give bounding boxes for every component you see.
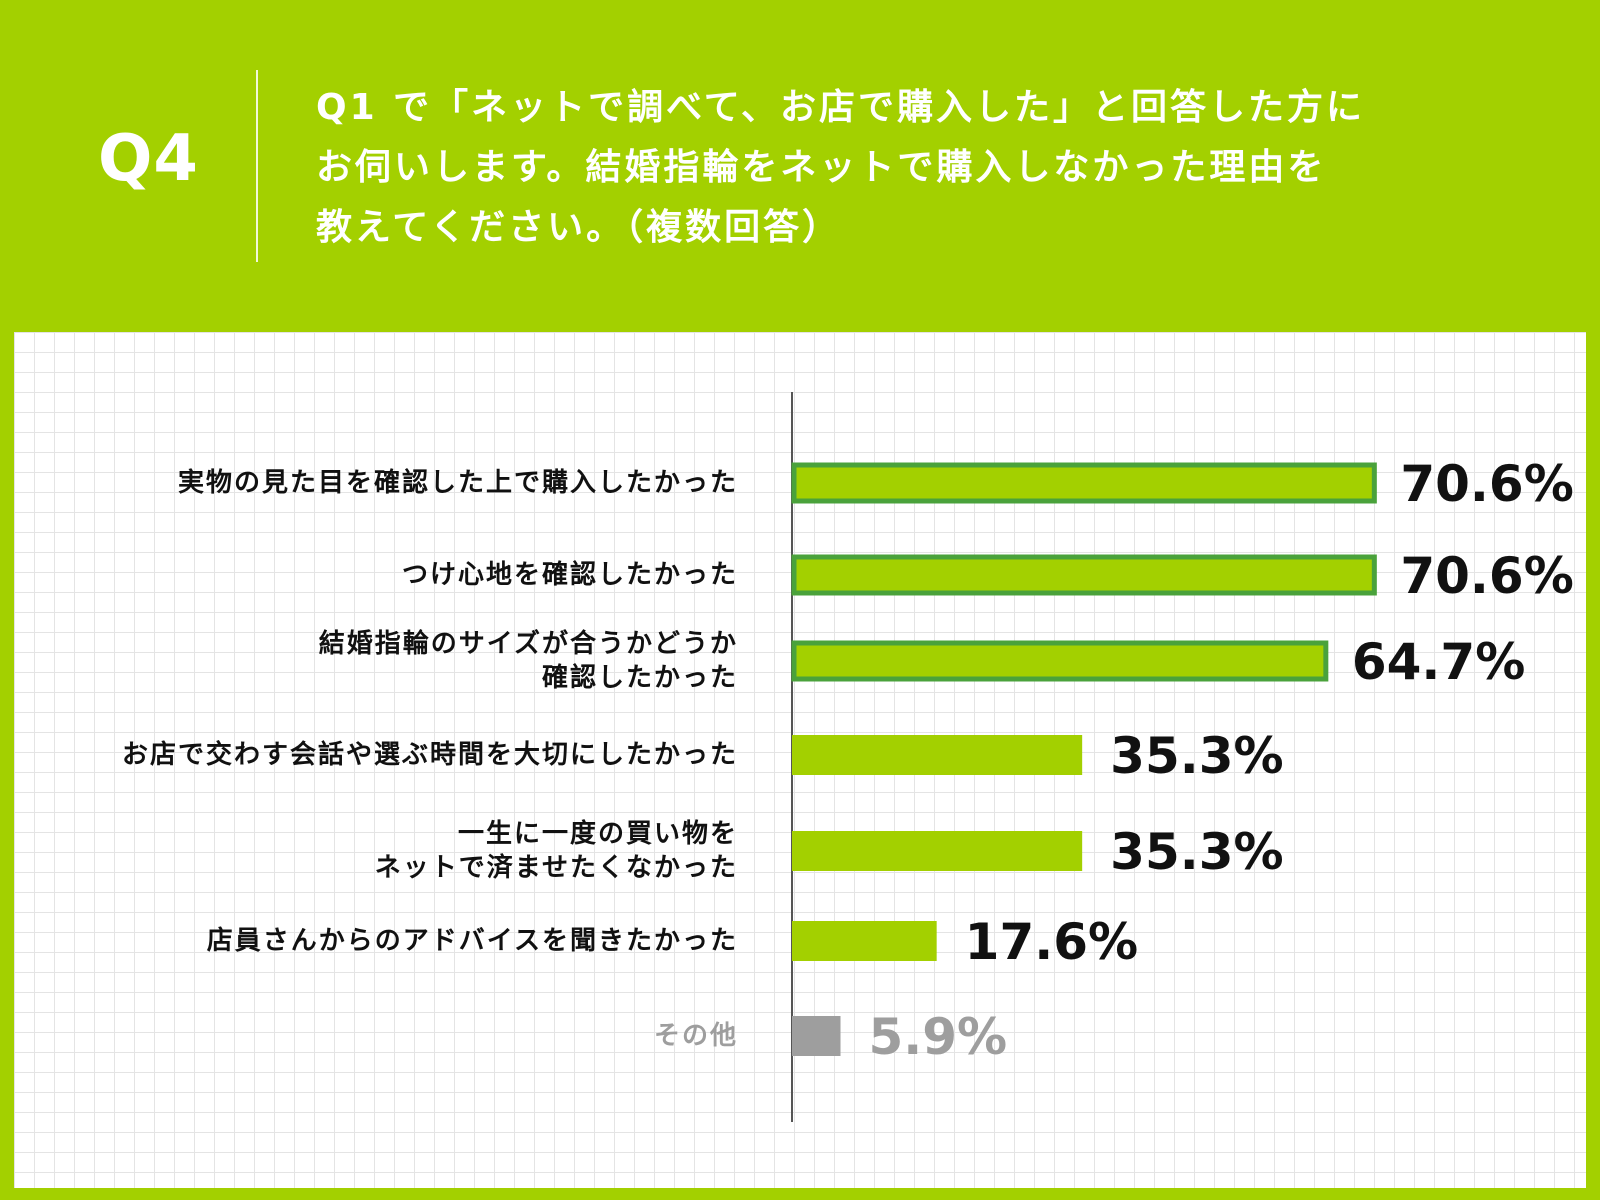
category-label-line: お店で交わす会話や選ぶ時間を大切にしたかった: [121, 740, 738, 770]
category-label-line: その他: [653, 1021, 738, 1051]
bar: [791, 462, 1377, 504]
category-label-line: 一生に一度の買い物を: [457, 819, 738, 849]
question-text: Q1 で「ネットで調べて、お店で購入した」と回答した方に お伺いします。結婚指輪…: [316, 78, 1436, 258]
value-label: 5.9%: [868, 1008, 1007, 1066]
value-label: 70.6%: [1400, 455, 1573, 513]
question-number: Q4: [98, 122, 199, 196]
category-label: 一生に一度の買い物をネットで済ませたくなかった: [375, 817, 738, 885]
question-line: 教えてください。（複数回答）: [316, 207, 842, 248]
value-label: 35.3%: [1110, 727, 1283, 785]
category-label-line: 確認したかった: [541, 663, 738, 693]
category-label-line: 実物の見た目を確認した上で購入したかった: [177, 468, 738, 498]
question-header: Q4 Q1 で「ネットで調べて、お店で購入した」と回答した方に お伺いします。結…: [0, 0, 1600, 332]
category-label-line: つけ心地を確認したかった: [401, 560, 738, 590]
bar-chart: 70.6% 70.6% 64.7% 35.3% 35.3% 17.6% 5.9%: [791, 392, 1574, 1122]
category-label-line: ネットで済ませたくなかった: [374, 853, 738, 883]
header-divider: [256, 70, 258, 262]
bar: [792, 921, 937, 961]
category-label: お店で交わす会話や選ぶ時間を大切にしたかった: [122, 738, 738, 772]
bar: [792, 1016, 841, 1056]
bar: [792, 735, 1083, 775]
bar: [791, 640, 1329, 682]
category-label: つけ心地を確認したかった: [402, 558, 738, 592]
question-line: お伺いします。結婚指輪をネットで購入しなかった理由を: [316, 147, 1327, 188]
category-label-line: 店員さんからのアドバイスを聞きたかった: [206, 926, 738, 956]
question-line: Q1 で「ネットで調べて、お店で購入した」と回答した方に: [316, 87, 1365, 128]
bar: [791, 554, 1377, 596]
bar: [792, 831, 1083, 871]
category-label: その他: [654, 1019, 738, 1053]
category-label: 店員さんからのアドバイスを聞きたかった: [207, 924, 738, 958]
value-label: 64.7%: [1352, 633, 1525, 691]
value-label: 70.6%: [1400, 547, 1573, 605]
chart-panel: 実物の見た目を確認した上で購入したかったつけ心地を確認したかった結婚指輪のサイズ…: [14, 332, 1586, 1188]
category-label: 実物の見た目を確認した上で購入したかった: [178, 466, 738, 500]
category-label-line: 結婚指輪のサイズが合うかどうか: [318, 629, 738, 659]
category-label: 結婚指輪のサイズが合うかどうか確認したかった: [319, 627, 738, 695]
value-label: 17.6%: [965, 913, 1138, 971]
value-label: 35.3%: [1110, 823, 1283, 881]
